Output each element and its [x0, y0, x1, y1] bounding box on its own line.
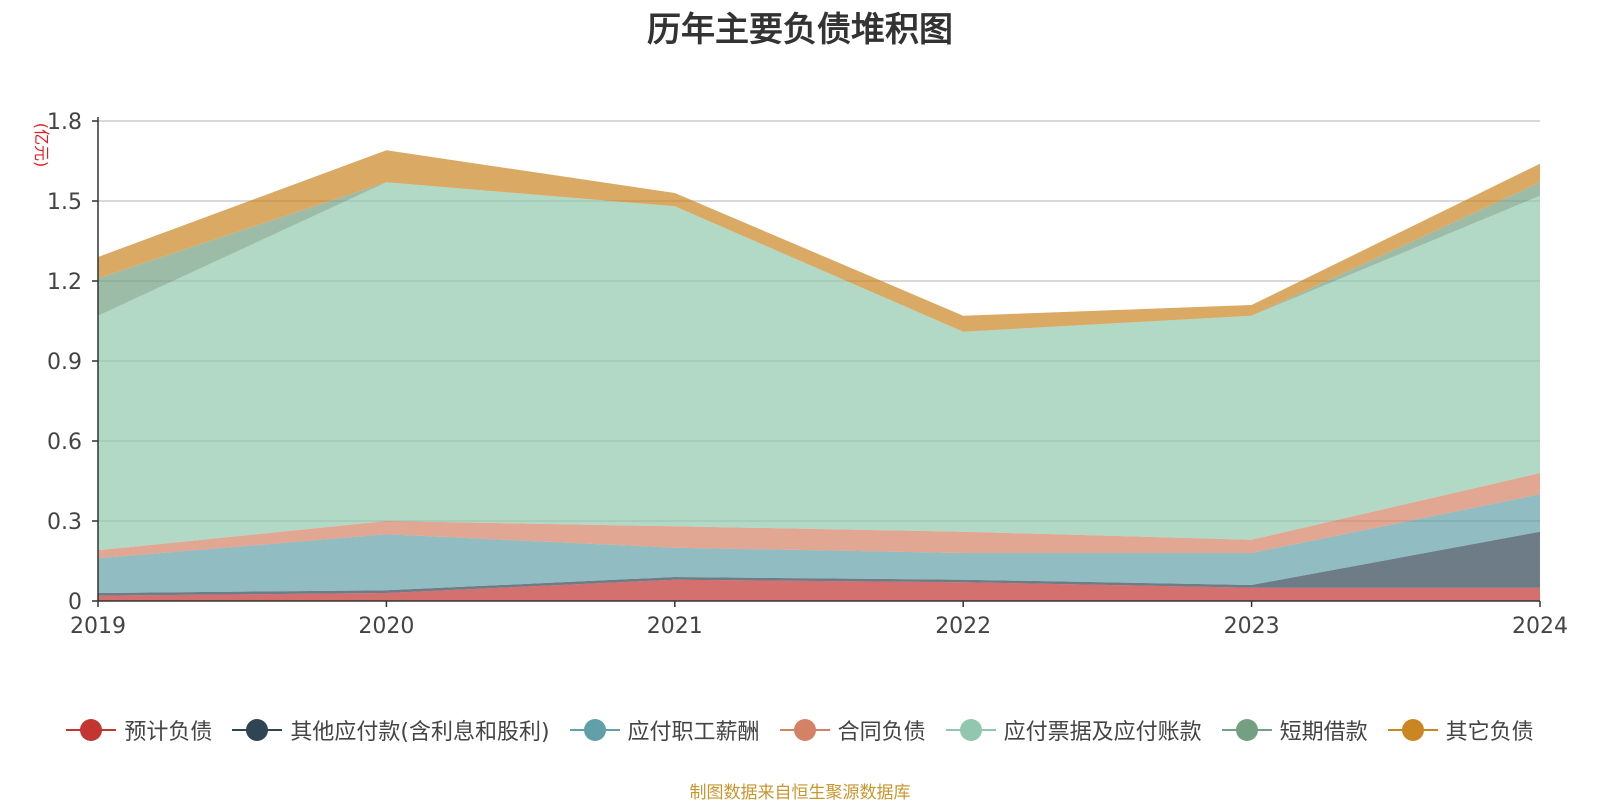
source-note: 制图数据来自恒生聚源数据库 [689, 783, 911, 803]
y-tick-label: 0.9 [47, 350, 82, 375]
y-tick-label: 1.2 [47, 270, 82, 295]
legend-marker-icon [66, 718, 117, 742]
legend-item-5[interactable]: 短期借款 [1221, 714, 1368, 746]
legend-label: 其它负债 [1445, 720, 1534, 745]
chart-title: 历年主要负债堆积图 [647, 10, 953, 50]
area-series-4 [98, 182, 1540, 551]
x-tick-label: 2024 [1512, 614, 1568, 639]
area-series [98, 150, 1540, 601]
y-tick-label: 0 [68, 590, 82, 615]
legend-item-2[interactable]: 应付职工薪酬 [569, 714, 760, 746]
legend-item-1[interactable]: 其他应付款(含利息和股利) [232, 714, 550, 746]
legend-label: 应付票据及应付账款 [1003, 720, 1202, 745]
x-tick-label: 2020 [358, 614, 414, 639]
legend-marker-icon [232, 718, 283, 742]
chart-legend: 预计负债 其他应付款(含利息和股利) 应付职工薪酬 合同负债 应付票据及应付账款 短期借款… [0, 714, 1600, 746]
legend-item-0[interactable]: 预计负债 [66, 714, 212, 746]
x-tick-label: 2022 [935, 614, 991, 639]
area-series-2 [98, 494, 1540, 593]
legend-item-3[interactable]: 合同负债 [779, 714, 926, 746]
y-tick-label: 0.3 [47, 510, 82, 535]
legend-marker-icon [779, 718, 830, 742]
legend-label: 应付职工薪酬 [627, 720, 760, 745]
legend-marker-icon [1221, 718, 1272, 742]
y-axis-unit-label: (亿元) [32, 123, 51, 168]
x-tick-label: 2019 [70, 614, 126, 639]
area-series-3 [98, 473, 1540, 559]
axes: 0 0.3 0.6 0.9 1.2 1.5 1.8 2019 2020 2021 2022 2023 2… [47, 110, 1568, 639]
legend-item-6[interactable]: 其它负债 [1387, 714, 1534, 746]
y-tick-label: 0.6 [47, 430, 82, 455]
x-tick-label: 2023 [1224, 614, 1280, 639]
legend-label: 合同负债 [837, 720, 926, 745]
y-tick-label: 1.8 [47, 110, 82, 135]
legend-marker-icon [569, 718, 620, 742]
area-series-0 [98, 579, 1540, 601]
legend-label: 短期借款 [1279, 720, 1368, 745]
legend-marker-icon [945, 718, 996, 742]
x-tick-label: 2021 [647, 614, 703, 639]
chart-plot: 0 0.3 0.6 0.9 1.2 1.5 1.8 2019 2020 2021 2022 2023 2… [32, 110, 1568, 639]
legend-item-4[interactable]: 应付票据及应付账款 [945, 714, 1202, 746]
legend-label: 预计负债 [124, 720, 213, 745]
legend-label: 其他应付款(含利息和股利) [290, 720, 550, 745]
legend-marker-icon [1387, 718, 1438, 742]
y-tick-label: 1.5 [47, 190, 82, 215]
